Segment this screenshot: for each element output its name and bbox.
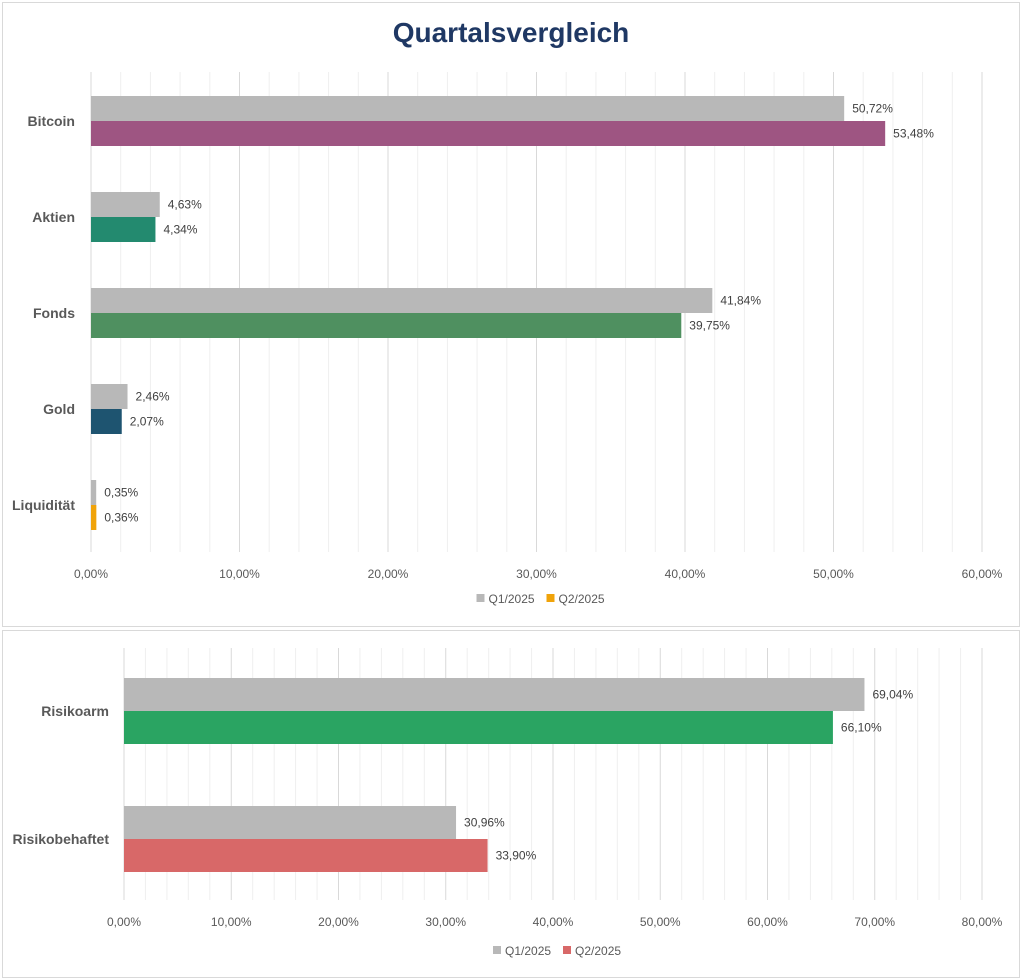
category-label: Bitcoin bbox=[28, 113, 75, 129]
bar-q2-bitcoin bbox=[91, 121, 886, 146]
bar-q2-risikoarm bbox=[124, 711, 833, 744]
bar-q2-liquidität bbox=[91, 505, 97, 530]
x-tick-label: 30,00% bbox=[425, 915, 466, 929]
legend-label: Q2/2025 bbox=[575, 944, 621, 958]
data-label-q2: 2,07% bbox=[130, 415, 164, 429]
x-tick-label: 40,00% bbox=[665, 567, 706, 581]
data-label-q1: 30,96% bbox=[464, 816, 505, 830]
bar-q1-bitcoin bbox=[91, 96, 845, 121]
category-label: Gold bbox=[43, 401, 75, 417]
category-label: Aktien bbox=[32, 209, 75, 225]
legend-label: Q2/2025 bbox=[559, 592, 605, 606]
data-label-q2: 33,90% bbox=[496, 849, 537, 863]
data-label-q1: 4,63% bbox=[168, 198, 202, 212]
x-tick-label: 60,00% bbox=[962, 567, 1003, 581]
x-tick-label: 60,00% bbox=[747, 915, 788, 929]
data-label-q2: 4,34% bbox=[163, 223, 197, 237]
x-tick-label: 20,00% bbox=[318, 915, 359, 929]
x-tick-label: 50,00% bbox=[640, 915, 681, 929]
category-label: Risikobehaftet bbox=[13, 831, 110, 847]
legend-swatch bbox=[546, 594, 555, 602]
x-tick-label: 10,00% bbox=[211, 915, 252, 929]
bar-q1-liquidität bbox=[91, 480, 97, 505]
bar-q2-aktien bbox=[91, 217, 156, 242]
legend-swatch bbox=[493, 946, 501, 954]
bar-q1-aktien bbox=[91, 192, 160, 217]
data-label-q2: 53,48% bbox=[893, 127, 934, 141]
x-tick-label: 80,00% bbox=[962, 915, 1003, 929]
chart-title: Quartalsvergleich bbox=[392, 17, 630, 48]
data-label-q1: 69,04% bbox=[872, 688, 913, 702]
bar-q2-risikobehaftet bbox=[124, 839, 488, 872]
x-tick-label: 50,00% bbox=[813, 567, 854, 581]
bar-q2-fonds bbox=[91, 313, 682, 338]
bar-q1-fonds bbox=[91, 288, 713, 313]
x-tick-label: 0,00% bbox=[74, 567, 108, 581]
bar-q1-risikoarm bbox=[124, 678, 865, 711]
bar-q1-gold bbox=[91, 384, 128, 409]
legend-swatch bbox=[563, 946, 571, 954]
data-label-q1: 2,46% bbox=[136, 390, 170, 404]
data-label-q2: 0,36% bbox=[104, 511, 138, 525]
data-label-q1: 0,35% bbox=[104, 486, 138, 500]
bar-q2-gold bbox=[91, 409, 122, 434]
category-label: Risikoarm bbox=[41, 703, 109, 719]
legend-swatch bbox=[476, 594, 485, 602]
x-tick-label: 20,00% bbox=[368, 567, 409, 581]
bar-q1-risikobehaftet bbox=[124, 806, 457, 839]
x-tick-label: 40,00% bbox=[533, 915, 574, 929]
category-label: Fonds bbox=[33, 305, 75, 321]
legend-label: Q1/2025 bbox=[505, 944, 551, 958]
data-label-q2: 66,10% bbox=[841, 721, 882, 735]
data-label-q1: 50,72% bbox=[852, 102, 893, 116]
x-tick-label: 70,00% bbox=[854, 915, 895, 929]
legend-label: Q1/2025 bbox=[489, 592, 535, 606]
x-tick-label: 10,00% bbox=[219, 567, 260, 581]
x-tick-label: 0,00% bbox=[107, 915, 141, 929]
data-label-q2: 39,75% bbox=[689, 319, 730, 333]
x-tick-label: 30,00% bbox=[516, 567, 557, 581]
data-label-q1: 41,84% bbox=[720, 294, 761, 308]
category-label: Liquidität bbox=[12, 497, 75, 513]
